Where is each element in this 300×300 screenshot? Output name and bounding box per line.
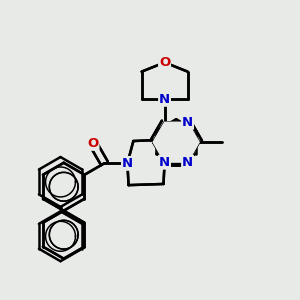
Text: N: N bbox=[159, 93, 170, 106]
Text: N: N bbox=[159, 156, 170, 169]
Text: O: O bbox=[87, 137, 98, 150]
Text: N: N bbox=[182, 156, 193, 169]
Text: N: N bbox=[122, 157, 133, 170]
Text: N: N bbox=[182, 156, 193, 169]
Text: N: N bbox=[122, 157, 133, 170]
Text: N: N bbox=[182, 116, 193, 129]
Text: O: O bbox=[159, 56, 170, 69]
Text: N: N bbox=[159, 156, 170, 169]
Text: O: O bbox=[87, 137, 98, 150]
Polygon shape bbox=[153, 122, 199, 162]
Text: N: N bbox=[182, 116, 193, 129]
Text: O: O bbox=[159, 56, 170, 69]
Text: N: N bbox=[159, 93, 170, 106]
